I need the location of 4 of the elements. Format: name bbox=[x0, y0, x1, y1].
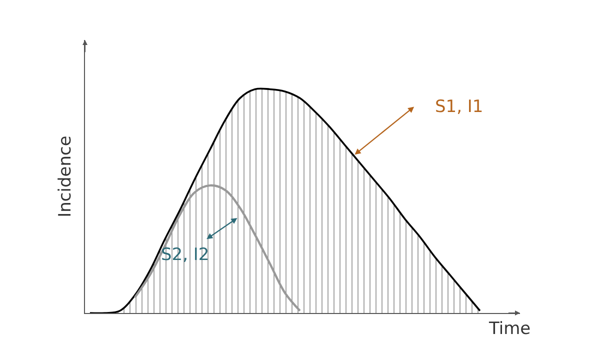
y-axis-title: Incidence bbox=[56, 136, 76, 218]
x-axis-title: Time bbox=[488, 319, 531, 339]
annotation: S2, I2 bbox=[161, 245, 210, 265]
annotation: S1, I1 bbox=[435, 97, 484, 117]
